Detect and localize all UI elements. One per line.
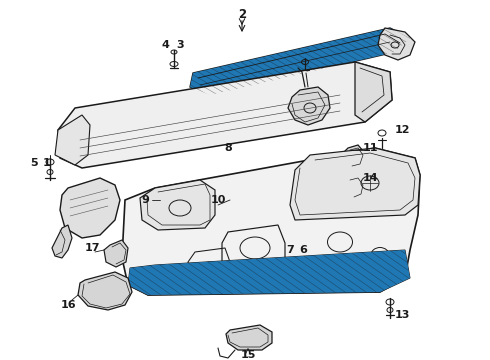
Polygon shape — [55, 115, 90, 165]
Polygon shape — [128, 250, 410, 295]
Polygon shape — [343, 175, 366, 200]
Text: 6: 6 — [299, 245, 307, 255]
Text: 12: 12 — [394, 125, 410, 135]
Polygon shape — [343, 145, 364, 168]
Text: 3: 3 — [176, 40, 184, 50]
Text: 9: 9 — [141, 195, 149, 205]
Polygon shape — [190, 28, 410, 95]
Text: 8: 8 — [224, 143, 232, 153]
Polygon shape — [226, 325, 272, 350]
Polygon shape — [355, 62, 392, 122]
Text: 1: 1 — [43, 158, 51, 168]
Polygon shape — [78, 272, 132, 310]
Text: 5: 5 — [30, 158, 38, 168]
Polygon shape — [140, 180, 215, 230]
Text: 16: 16 — [60, 300, 76, 310]
Polygon shape — [58, 62, 392, 168]
Polygon shape — [290, 148, 420, 220]
Text: 10: 10 — [210, 195, 226, 205]
Polygon shape — [288, 87, 330, 125]
Text: 7: 7 — [286, 245, 294, 255]
Polygon shape — [122, 148, 420, 295]
Text: 13: 13 — [394, 310, 410, 320]
Text: 4: 4 — [161, 40, 169, 50]
Polygon shape — [128, 250, 410, 295]
Polygon shape — [52, 225, 72, 258]
Text: 2: 2 — [238, 8, 246, 21]
Text: 15: 15 — [240, 350, 256, 360]
Polygon shape — [190, 28, 410, 95]
Polygon shape — [104, 240, 128, 267]
Text: 17: 17 — [84, 243, 100, 253]
Text: 11: 11 — [362, 143, 378, 153]
Polygon shape — [60, 178, 120, 238]
Text: 14: 14 — [362, 173, 378, 183]
Polygon shape — [378, 28, 415, 60]
